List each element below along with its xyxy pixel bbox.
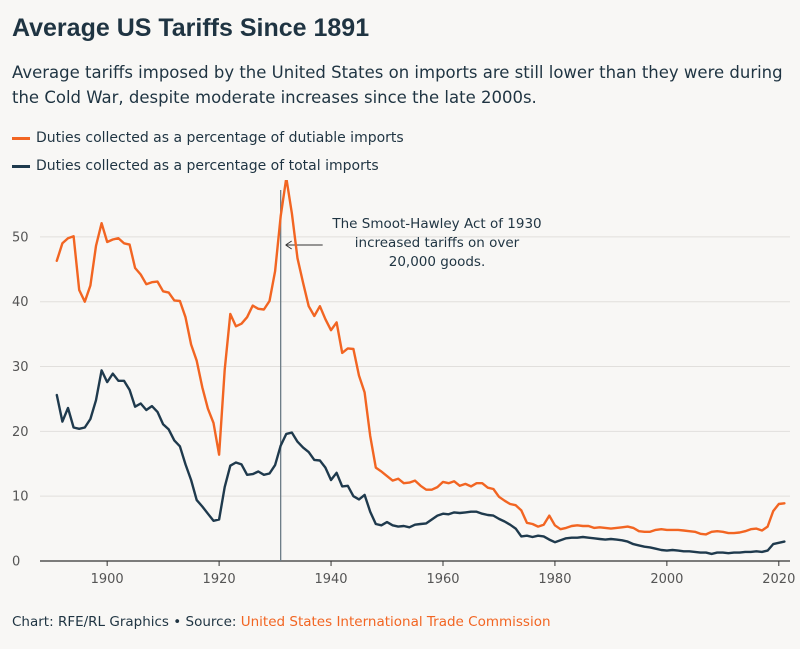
legend: Duties collected as a percentage of duti… [12, 124, 404, 180]
y-tick-label-30: 30 [12, 360, 29, 375]
x-tick-label-1920: 1920 [203, 572, 236, 587]
x-tick-label-2020: 2020 [762, 572, 795, 587]
series-line-dutiable [55, 180, 786, 536]
series-line-total [55, 369, 786, 556]
x-tick-label-2000: 2000 [650, 572, 683, 587]
x-tick-label-1900: 1900 [91, 572, 124, 587]
legend-label-total: Duties collected as a percentage of tota… [36, 158, 379, 174]
annotation-text-line-3: 20,000 goods. [389, 254, 486, 270]
footer: Chart: RFE/RL Graphics • Source: United … [12, 614, 551, 630]
y-tick-label-0: 0 [12, 555, 20, 570]
source-link[interactable]: United States International Trade Commis… [240, 614, 551, 630]
legend-swatch-total [12, 164, 30, 168]
legend-label-dutiable: Duties collected as a percentage of duti… [36, 130, 404, 146]
x-tick-label-1960: 1960 [426, 572, 459, 587]
x-tick-label-1940: 1940 [314, 572, 347, 587]
tariff-chart: 1900 1920 1940 1960 1980 2000 2020 0 10 20 30 40 50… [12, 180, 795, 587]
y-tick-label-40: 40 [12, 295, 29, 310]
y-tick-label-10: 10 [12, 490, 29, 505]
legend-item-dutiable: Duties collected as a percentage of duti… [12, 124, 404, 152]
legend-item-total: Duties collected as a percentage of tota… [12, 152, 404, 180]
y-tick-label-20: 20 [12, 425, 29, 440]
footer-credit: Chart: RFE/RL Graphics • Source: [12, 614, 241, 630]
legend-swatch-dutiable [12, 136, 30, 140]
annotation-text-line-2: increased tariffs on over [355, 235, 520, 251]
x-tick-label-1980: 1980 [538, 572, 571, 587]
annotation-text-line-1: The Smoot-Hawley Act of 1930 [331, 216, 541, 232]
page-title: Average US Tariffs Since 1891 [12, 14, 370, 42]
y-tick-label-50: 50 [12, 230, 29, 245]
subtitle: Average tariffs imposed by the United St… [12, 63, 783, 107]
annotation-arrowhead [285, 240, 292, 250]
